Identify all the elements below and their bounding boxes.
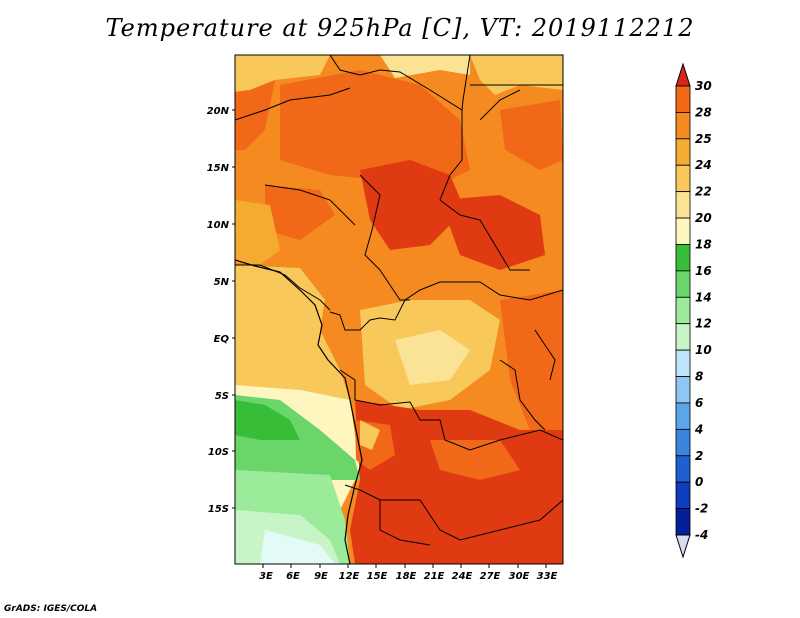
lon-label: 24E [452,571,473,582]
colorbar-label: 8 [695,370,703,384]
lon-label: 27E [480,571,501,582]
lat-label: 5S [215,391,229,402]
map-frame [234,54,564,565]
colorbar-box [675,296,691,325]
footer-credit: GrADS: IGES/COLA [4,604,98,614]
colorbar-box [675,138,691,166]
colorbar-label: 14 [695,290,712,304]
colorbar-box [675,402,691,430]
colorbar-box [675,508,691,536]
colorbar-box [675,244,691,272]
lon-label: 21E [424,571,445,582]
lon-label: 18E [396,571,417,582]
lon-axis [262,564,547,568]
colorbar-label: 24 [695,158,712,172]
lat-label: EQ [214,334,230,345]
lon-label: 3E [259,571,273,582]
temperature-field [235,55,563,564]
colorbar-box [675,270,691,298]
chart-title: Temperature at 925hPa [C], VT: 201911221… [105,14,695,42]
lon-label: 12E [339,571,360,582]
colorbar-top-arrow [675,62,691,87]
lon-label: 6E [286,571,300,582]
lat-label: 15S [208,504,229,515]
lat-label: 10S [208,447,229,458]
colorbar-label: 25 [695,132,712,146]
lat-axis [232,109,235,509]
country-borders [235,55,563,546]
colorbar-box [675,164,691,193]
colorbar-label: 20 [695,211,712,225]
colorbar-label: 10 [695,343,712,357]
lat-labels: 20N 15N 10N 5N EQ 5S 10S 15S [207,106,230,515]
colorbar-label: 2 [695,449,703,463]
colorbar-box [675,455,691,483]
colorbar-box [675,191,691,219]
colorbar-label: 6 [695,396,703,410]
colorbar-box [675,112,691,140]
colorbar-label: 18 [695,237,712,251]
colorbar-bottom-arrow [675,534,691,559]
colorbar-label: 28 [695,105,712,119]
colorbar-label: 0 [695,475,703,489]
coastline [235,259,363,564]
colorbar-label: 16 [695,264,712,278]
lon-labels: 3E 6E 9E 12E 15E 18E 21E 24E 27E 30E 33E [259,571,557,582]
colorbar-box [675,323,691,351]
colorbar-box [675,349,691,377]
colorbar-label: 22 [695,185,712,199]
colorbar-label: -2 [695,502,708,516]
colorbar-box [675,85,691,113]
lat-label: 15N [207,163,230,174]
colorbar-label: 30 [695,79,712,93]
lon-label: 30E [509,571,530,582]
lon-label: 9E [314,571,328,582]
lat-label: 5N [214,277,230,288]
lon-label: 15E [367,571,388,582]
colorbar-label: 12 [695,317,712,331]
lat-label: 10N [207,220,230,231]
colorbar-box [675,376,691,404]
colorbar-label: 4 [694,422,703,436]
colorbar-label: -4 [695,528,708,542]
lat-label: 20N [207,106,230,117]
colorbar-box [675,217,691,245]
colorbar-box [675,481,691,509]
lon-label: 33E [537,571,558,582]
colorbar-box [675,428,691,457]
